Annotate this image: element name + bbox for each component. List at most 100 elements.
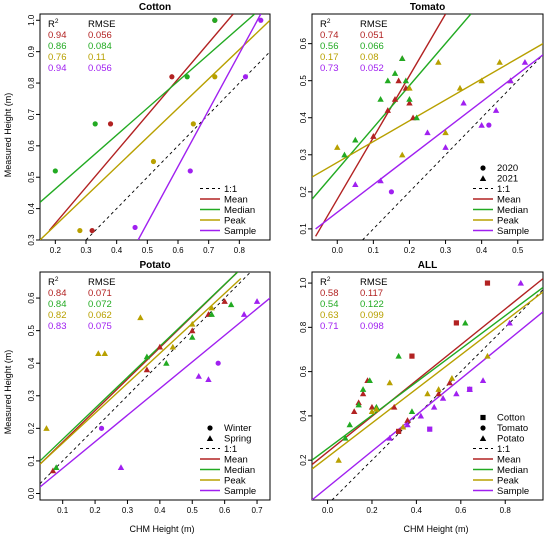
- chart-panel-2: Potato 0.1 0.2 0.3 0.4 0.5 0.6 0.7 0.0 0.1 0.2 0.3 0…: [27, 260, 271, 515]
- legend-label: Tomato: [497, 423, 528, 434]
- y-tick-label: 0.9: [27, 46, 36, 58]
- y-tick-label: 0.2: [299, 186, 308, 198]
- data-point-sample: [427, 426, 433, 432]
- stats-r2-sample: 0.94: [48, 63, 67, 74]
- data-point-mean: [391, 96, 399, 102]
- y-tick-label: 1.0: [299, 277, 308, 289]
- data-point-median: [189, 333, 196, 340]
- x-tick-label: 0.2: [366, 506, 378, 515]
- fit-line-mean: [312, 278, 543, 466]
- data-point-median: [342, 434, 349, 441]
- stats-rmse-median: 0.072: [88, 299, 112, 310]
- data-point-median: [384, 77, 391, 84]
- stats-rmse-median: 0.122: [360, 299, 384, 310]
- legend-shape-cotton: [480, 414, 486, 421]
- data-point-mean: [446, 379, 453, 386]
- data-point-peak: [189, 320, 196, 327]
- data-point-sample: [388, 189, 395, 195]
- legend-label: Median: [224, 465, 255, 476]
- legend-label: Median: [224, 205, 255, 216]
- legend-label: Sample: [224, 486, 256, 497]
- y-tick-label: 0.2: [27, 422, 36, 434]
- data-point-mean: [107, 121, 114, 127]
- stats-header-r2-sup: 2: [327, 18, 331, 25]
- stats-rmse-sample: 0.075: [88, 321, 112, 332]
- fit-line-peak: [312, 291, 543, 470]
- y-tick-label: 0.1: [299, 223, 308, 235]
- data-point-mean: [406, 99, 413, 106]
- x-tick-label: 0.4: [154, 506, 166, 515]
- legend-label: Median: [497, 205, 528, 216]
- data-point-median: [391, 70, 399, 76]
- data-point-median: [227, 301, 235, 308]
- fit-line-peak: [40, 19, 270, 240]
- legend-label: Mean: [224, 455, 248, 466]
- stats-header-r2: R2: [320, 276, 331, 288]
- legend-label: 2020: [497, 163, 518, 174]
- data-point-mean: [370, 133, 377, 139]
- x-tick-label: 0.6: [455, 506, 467, 515]
- data-point-sample: [98, 425, 105, 431]
- data-point-peak: [169, 343, 177, 350]
- data-point-sample: [187, 168, 193, 174]
- stats-rmse-mean: 0.071: [88, 288, 112, 299]
- y-tick-label: 0.5: [299, 75, 308, 87]
- legend-label: Mean: [497, 195, 521, 206]
- data-point-sample: [253, 298, 261, 304]
- data-point-peak: [424, 390, 431, 397]
- stats-r2-sample: 0.73: [320, 63, 339, 74]
- data-point-mean: [484, 280, 491, 286]
- data-point-sample: [517, 279, 524, 286]
- data-point-median: [395, 352, 402, 359]
- data-point-median: [52, 464, 60, 470]
- stats-rmse-median: 0.084: [88, 41, 112, 52]
- data-point-median: [355, 401, 362, 408]
- y-tick-label: 0.5: [27, 171, 36, 183]
- y-tick-label: 0.6: [299, 38, 308, 50]
- data-point-sample: [430, 403, 438, 410]
- data-point-median: [184, 74, 190, 80]
- stats-r2-mean: 0.84: [48, 288, 67, 299]
- y-tick-label: 0.4: [299, 112, 308, 124]
- data-point-mean: [368, 403, 376, 410]
- plot-frame: [39, 13, 271, 241]
- stats-r2-mean: 0.74: [320, 30, 339, 41]
- plot-lines: [40, 14, 270, 240]
- stats-r2-peak: 0.63: [320, 310, 339, 321]
- x-tick-label: 0.1: [57, 506, 69, 515]
- legend-label: Potato: [497, 434, 524, 445]
- data-point-peak: [442, 129, 449, 136]
- chart-panel-1: Tomato 0.0 0.1 0.2 0.3 0.4 0.5 0.1 0.2 0.3 0.4 0.5 0…: [299, 2, 544, 255]
- one-to-one-line: [85, 51, 270, 240]
- data-point-peak: [335, 456, 342, 463]
- stats-header-r2: R2: [48, 18, 59, 30]
- legend-label: 1:1: [224, 184, 237, 195]
- data-point-mean: [49, 467, 57, 474]
- data-point-median: [346, 421, 353, 428]
- fit-line-sample: [315, 54, 543, 230]
- data-point-median: [52, 168, 58, 174]
- data-point-peak: [456, 84, 464, 91]
- stats-header-rmse: RMSE: [360, 19, 387, 30]
- data-point-mean: [221, 298, 228, 304]
- fit-line-mean: [48, 14, 234, 232]
- x-tick-label: 0.6: [219, 506, 231, 515]
- y-axis-label-bottom: Measured Height (m): [3, 350, 13, 435]
- legend-label: Spring: [224, 434, 251, 445]
- data-point-sample: [506, 319, 513, 326]
- fit-line-median: [40, 272, 239, 462]
- data-point-mean: [435, 390, 442, 397]
- stats-r2-median: 0.86: [48, 41, 67, 52]
- x-tick-label: 0.5: [512, 246, 524, 255]
- data-point-peak: [435, 386, 442, 392]
- data-point-sample: [478, 121, 485, 128]
- data-point-mean: [89, 227, 95, 234]
- legend-shape-winter: [207, 425, 213, 431]
- legend-label: Sample: [497, 226, 529, 237]
- data-point-peak: [484, 352, 491, 359]
- data-point-mean: [453, 320, 459, 326]
- y-tick-label: 0.4: [299, 410, 308, 422]
- data-point-median: [92, 121, 98, 127]
